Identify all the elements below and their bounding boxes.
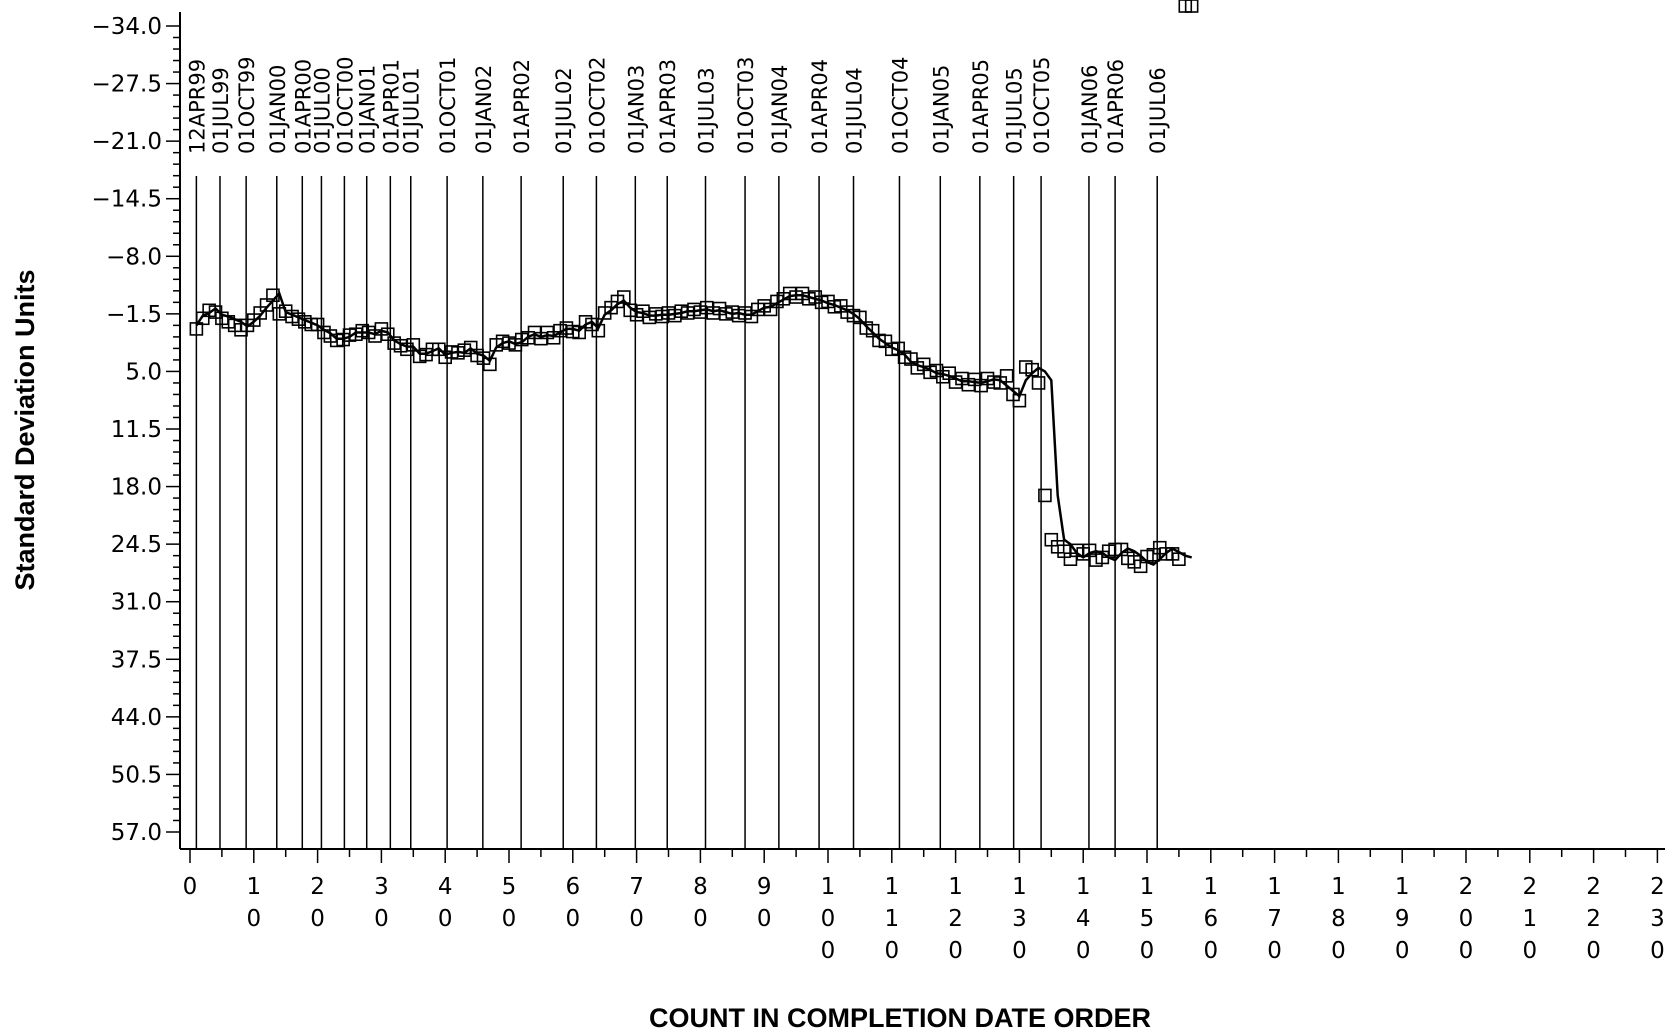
y-tick-label: 57.0: [111, 820, 162, 846]
date-label: 01OCT03: [734, 57, 758, 154]
date-label: 01JAN03: [624, 65, 648, 154]
date-label: 01APR00: [291, 59, 315, 154]
series-1: [189, 0, 1199, 574]
y-tick-label: 11.5: [111, 417, 162, 443]
data-point-marker: [1038, 488, 1052, 503]
reference-lines: [195, 176, 1158, 849]
x-axis-ticks: 0 1 0 2 0 3 0 4 0 5 0 6 0 7 0 8 0 9 0 1 0 0 1 1 0 1 2 0 1 3 0 1 4 0 1 5 0 1 6 0…: [183, 849, 1665, 964]
date-label: 01JUL06: [1146, 67, 1170, 154]
y-tick-label: 44.0: [111, 705, 162, 731]
y-tick-label: 18.0: [111, 475, 162, 501]
date-label: 01OCT99: [235, 57, 259, 154]
data-point-marker: [483, 357, 497, 372]
date-label: 12APR99: [185, 59, 209, 154]
date-label: 01OCT04: [888, 57, 912, 154]
data-point-marker: [1172, 552, 1186, 567]
date-label: 01APR02: [510, 59, 534, 154]
data-point-marker: [1184, 0, 1199, 13]
y-tick-label: 37.5: [111, 647, 162, 673]
date-label: 01OCT02: [585, 57, 609, 154]
date-label: 01JUL01: [400, 67, 424, 154]
date-label: 01APR01: [379, 59, 403, 154]
y-tick-label: −8.0: [106, 244, 162, 270]
date-label: 01APR06: [1104, 59, 1128, 154]
date-label: 01JAN02: [472, 65, 496, 154]
date-label: 01JUL03: [695, 67, 719, 154]
date-label: 01JAN00: [266, 65, 290, 154]
data-point-marker: [1031, 376, 1046, 390]
date-label: 01JAN01: [356, 65, 380, 154]
y-tick-label: 5.0: [125, 359, 162, 385]
data-point-marker: [266, 288, 280, 303]
date-label: 01JAN05: [929, 65, 953, 154]
y-axis-title: Standard Deviation Units: [10, 269, 40, 590]
date-labels: 12APR99 01JUL99 01OCT99 01JAN00 01APR0001JUL…: [185, 57, 1170, 154]
y-tick-label: −14.5: [92, 187, 162, 213]
data-point-marker: [591, 323, 606, 338]
date-label: 01JUL05: [1003, 67, 1027, 154]
y-tick-label: 24.5: [111, 532, 162, 558]
date-label: 01OCT00: [333, 57, 357, 154]
date-label: 01JUL02: [552, 67, 576, 154]
date-label: 01JAN06: [1078, 65, 1102, 154]
date-label: 01JUL99: [209, 67, 233, 154]
y-tick-label: 31.0: [111, 590, 162, 616]
y-tick-label: 50.5: [111, 762, 162, 788]
y-tick-label: −21.0: [92, 129, 162, 155]
date-label: 01OCT05: [1030, 57, 1054, 154]
date-label: 01APR05: [969, 59, 993, 154]
data-point-marker: [1012, 393, 1027, 408]
date-label: 01APR03: [656, 59, 680, 154]
date-label: 01OCT01: [436, 57, 460, 154]
x-tick-label: 0: [183, 874, 198, 900]
date-label: 01APR04: [808, 59, 832, 154]
y-tick-label: −27.5: [92, 72, 162, 98]
axes: [179, 12, 1665, 850]
data-point-marker: [1025, 362, 1039, 377]
y-tick-label: −1.5: [106, 302, 162, 328]
x-axis-title: COUNT IN COMPLETION DATE ORDER: [649, 1003, 1151, 1033]
date-label: 01JUL00: [310, 67, 334, 154]
date-label: 01JAN04: [768, 65, 792, 154]
y-tick-label: −34.0: [92, 14, 162, 40]
data-point-marker: [617, 290, 631, 304]
y-axis-ticks: −34.0 −27.5 −21.0 −14.5 −8.0 −1.5 5.0 11.5 18.0 2…: [92, 14, 180, 846]
date-label: 01JUL04: [843, 67, 867, 154]
data-point-marker: [999, 369, 1014, 383]
